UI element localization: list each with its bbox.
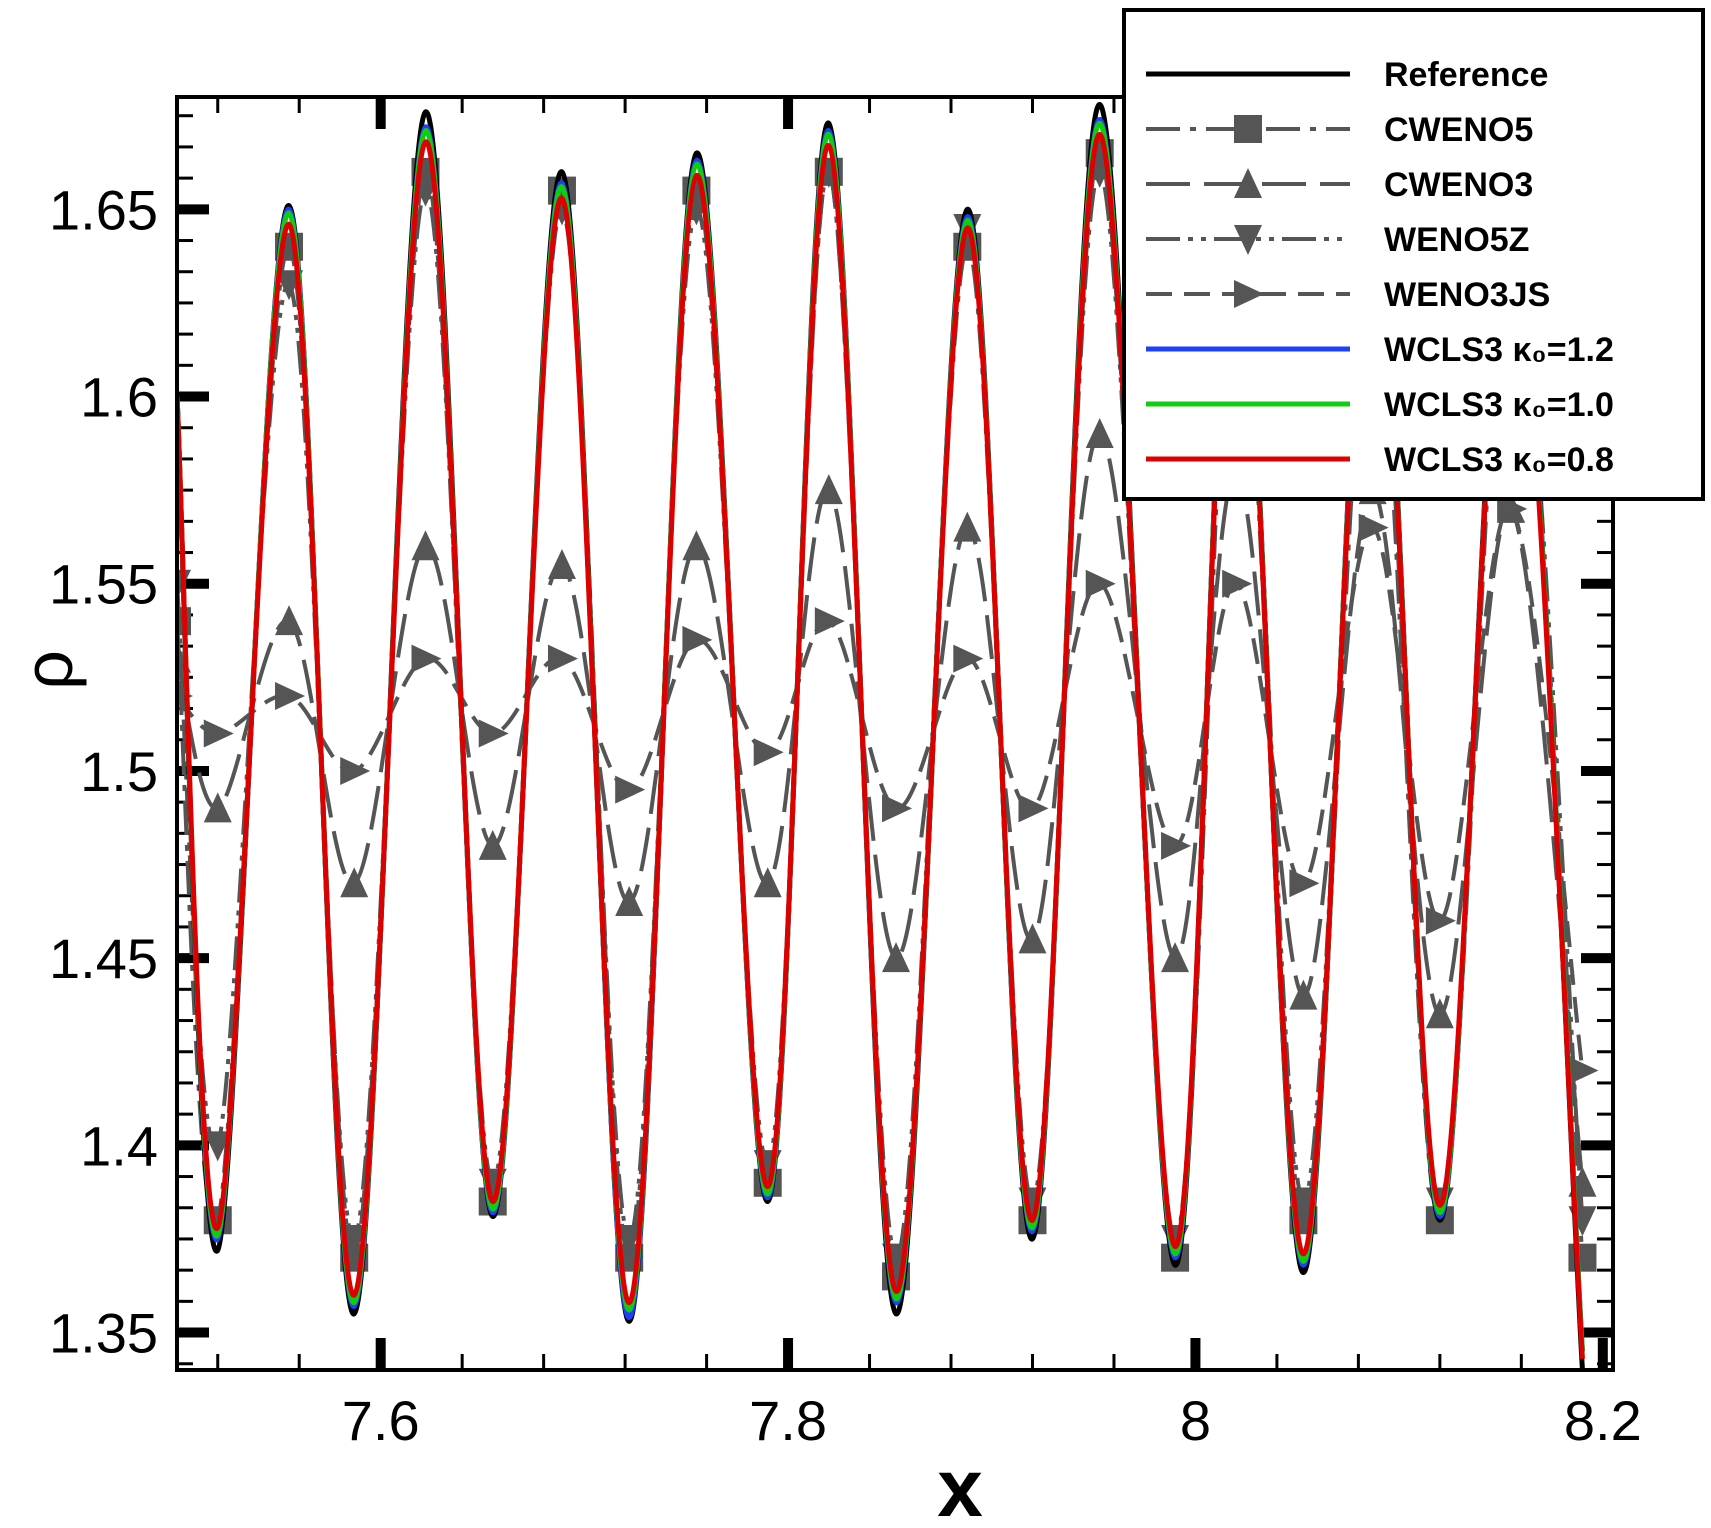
data-point bbox=[275, 605, 304, 636]
legend-marker bbox=[1234, 168, 1262, 198]
y-tick-label: 1.4 bbox=[80, 1114, 158, 1177]
data-point bbox=[1425, 906, 1456, 935]
x-tick-label: 7.6 bbox=[342, 1389, 420, 1452]
legend-item-cweno5: CWENO5 bbox=[1146, 111, 1533, 149]
legend-item-wcls3-0-8: WCLS3 κ₀=0.8 bbox=[1146, 441, 1614, 479]
legend-item-reference: Reference bbox=[1146, 56, 1548, 94]
data-point bbox=[1161, 831, 1192, 860]
y-axis-title: ρ bbox=[9, 650, 87, 690]
series-wcls3-0-8 bbox=[177, 131, 1585, 1359]
x-tick-label: 8.2 bbox=[1564, 1389, 1642, 1452]
data-point bbox=[547, 549, 576, 580]
legend-item-weno5z: WENO5Z bbox=[1146, 221, 1529, 259]
legend-marker bbox=[1234, 225, 1262, 255]
data-point bbox=[411, 530, 440, 561]
data-point bbox=[547, 644, 578, 673]
data-point bbox=[682, 625, 713, 654]
data-point bbox=[411, 644, 442, 673]
data-point bbox=[340, 867, 369, 898]
data-point bbox=[753, 867, 782, 898]
data-point bbox=[615, 775, 646, 804]
data-point bbox=[1018, 794, 1049, 823]
legend-label: CWENO3 bbox=[1384, 166, 1533, 204]
y-tick-label: 1.5 bbox=[80, 740, 158, 803]
legend-item-wcls3-1-0: WCLS3 κ₀=1.0 bbox=[1146, 386, 1614, 424]
legend-box bbox=[1122, 8, 1705, 501]
data-point bbox=[1085, 569, 1116, 598]
legend-item-weno3js: WENO3JS bbox=[1146, 276, 1550, 314]
data-point bbox=[615, 885, 644, 916]
data-point bbox=[953, 644, 984, 673]
legend-marker bbox=[1234, 115, 1262, 143]
data-point bbox=[203, 1131, 232, 1162]
y-tick-label: 1.45 bbox=[49, 927, 158, 990]
data-point bbox=[1497, 494, 1528, 523]
data-point bbox=[1161, 942, 1190, 973]
data-point bbox=[882, 794, 913, 823]
data-point bbox=[203, 792, 232, 823]
y-tick-label: 1.65 bbox=[49, 178, 158, 241]
y-tick-label: 1.55 bbox=[49, 553, 158, 616]
data-point bbox=[814, 474, 843, 505]
legend-label: WENO3JS bbox=[1384, 276, 1550, 314]
legend-item-cweno3: CWENO3 bbox=[1146, 166, 1533, 204]
data-point bbox=[203, 719, 234, 748]
data-point bbox=[1289, 979, 1318, 1010]
legend-item-wcls3-1-2: WCLS3 κ₀=1.2 bbox=[1146, 331, 1614, 369]
data-point bbox=[340, 756, 371, 785]
data-point bbox=[1289, 869, 1320, 898]
data-point bbox=[1425, 998, 1454, 1029]
legend-label: Reference bbox=[1384, 56, 1548, 94]
series-line-wcls3-0-8 bbox=[177, 131, 1585, 1359]
legend-label: WCLS3 κ₀=1.0 bbox=[1384, 386, 1614, 424]
data-point bbox=[1568, 1243, 1597, 1272]
data-point bbox=[1222, 569, 1253, 598]
data-point bbox=[1358, 513, 1389, 542]
data-point bbox=[615, 1224, 644, 1255]
tick-labels: 1.35 1.4 1.45 1.5 1.55 1.6 1.65 7.6 7.8 8 8.2 bbox=[49, 178, 1642, 1452]
data-point bbox=[478, 829, 507, 860]
x-tick-label: 7.8 bbox=[749, 1389, 827, 1452]
data-point bbox=[682, 530, 711, 561]
data-point bbox=[953, 511, 982, 542]
data-point bbox=[1085, 417, 1114, 448]
data-point bbox=[275, 682, 306, 711]
data-point bbox=[1289, 1187, 1318, 1218]
data-point bbox=[1018, 923, 1047, 954]
legend: Reference CWENO5 CWENO3 WENO5Z WENO3JS WCLS3 … bbox=[1122, 8, 1705, 501]
y-tick-label: 1.6 bbox=[80, 366, 158, 429]
plot-frame bbox=[175, 95, 1615, 1372]
data-point bbox=[753, 738, 784, 767]
legend-label: WCLS3 κ₀=1.2 bbox=[1384, 331, 1614, 369]
y-tick-label: 1.35 bbox=[49, 1302, 158, 1365]
data-point bbox=[882, 942, 911, 973]
data-point bbox=[478, 719, 509, 748]
legend-label: WENO5Z bbox=[1384, 221, 1529, 259]
data-point bbox=[340, 1224, 369, 1255]
x-axis-title: x bbox=[937, 1443, 983, 1528]
data-point bbox=[814, 607, 845, 636]
legend-marker bbox=[1234, 280, 1264, 308]
legend-label: WCLS3 κ₀=0.8 bbox=[1384, 441, 1614, 479]
data-point bbox=[1568, 1056, 1599, 1085]
legend-label: CWENO5 bbox=[1384, 111, 1533, 149]
x-tick-label: 8 bbox=[1180, 1389, 1211, 1452]
